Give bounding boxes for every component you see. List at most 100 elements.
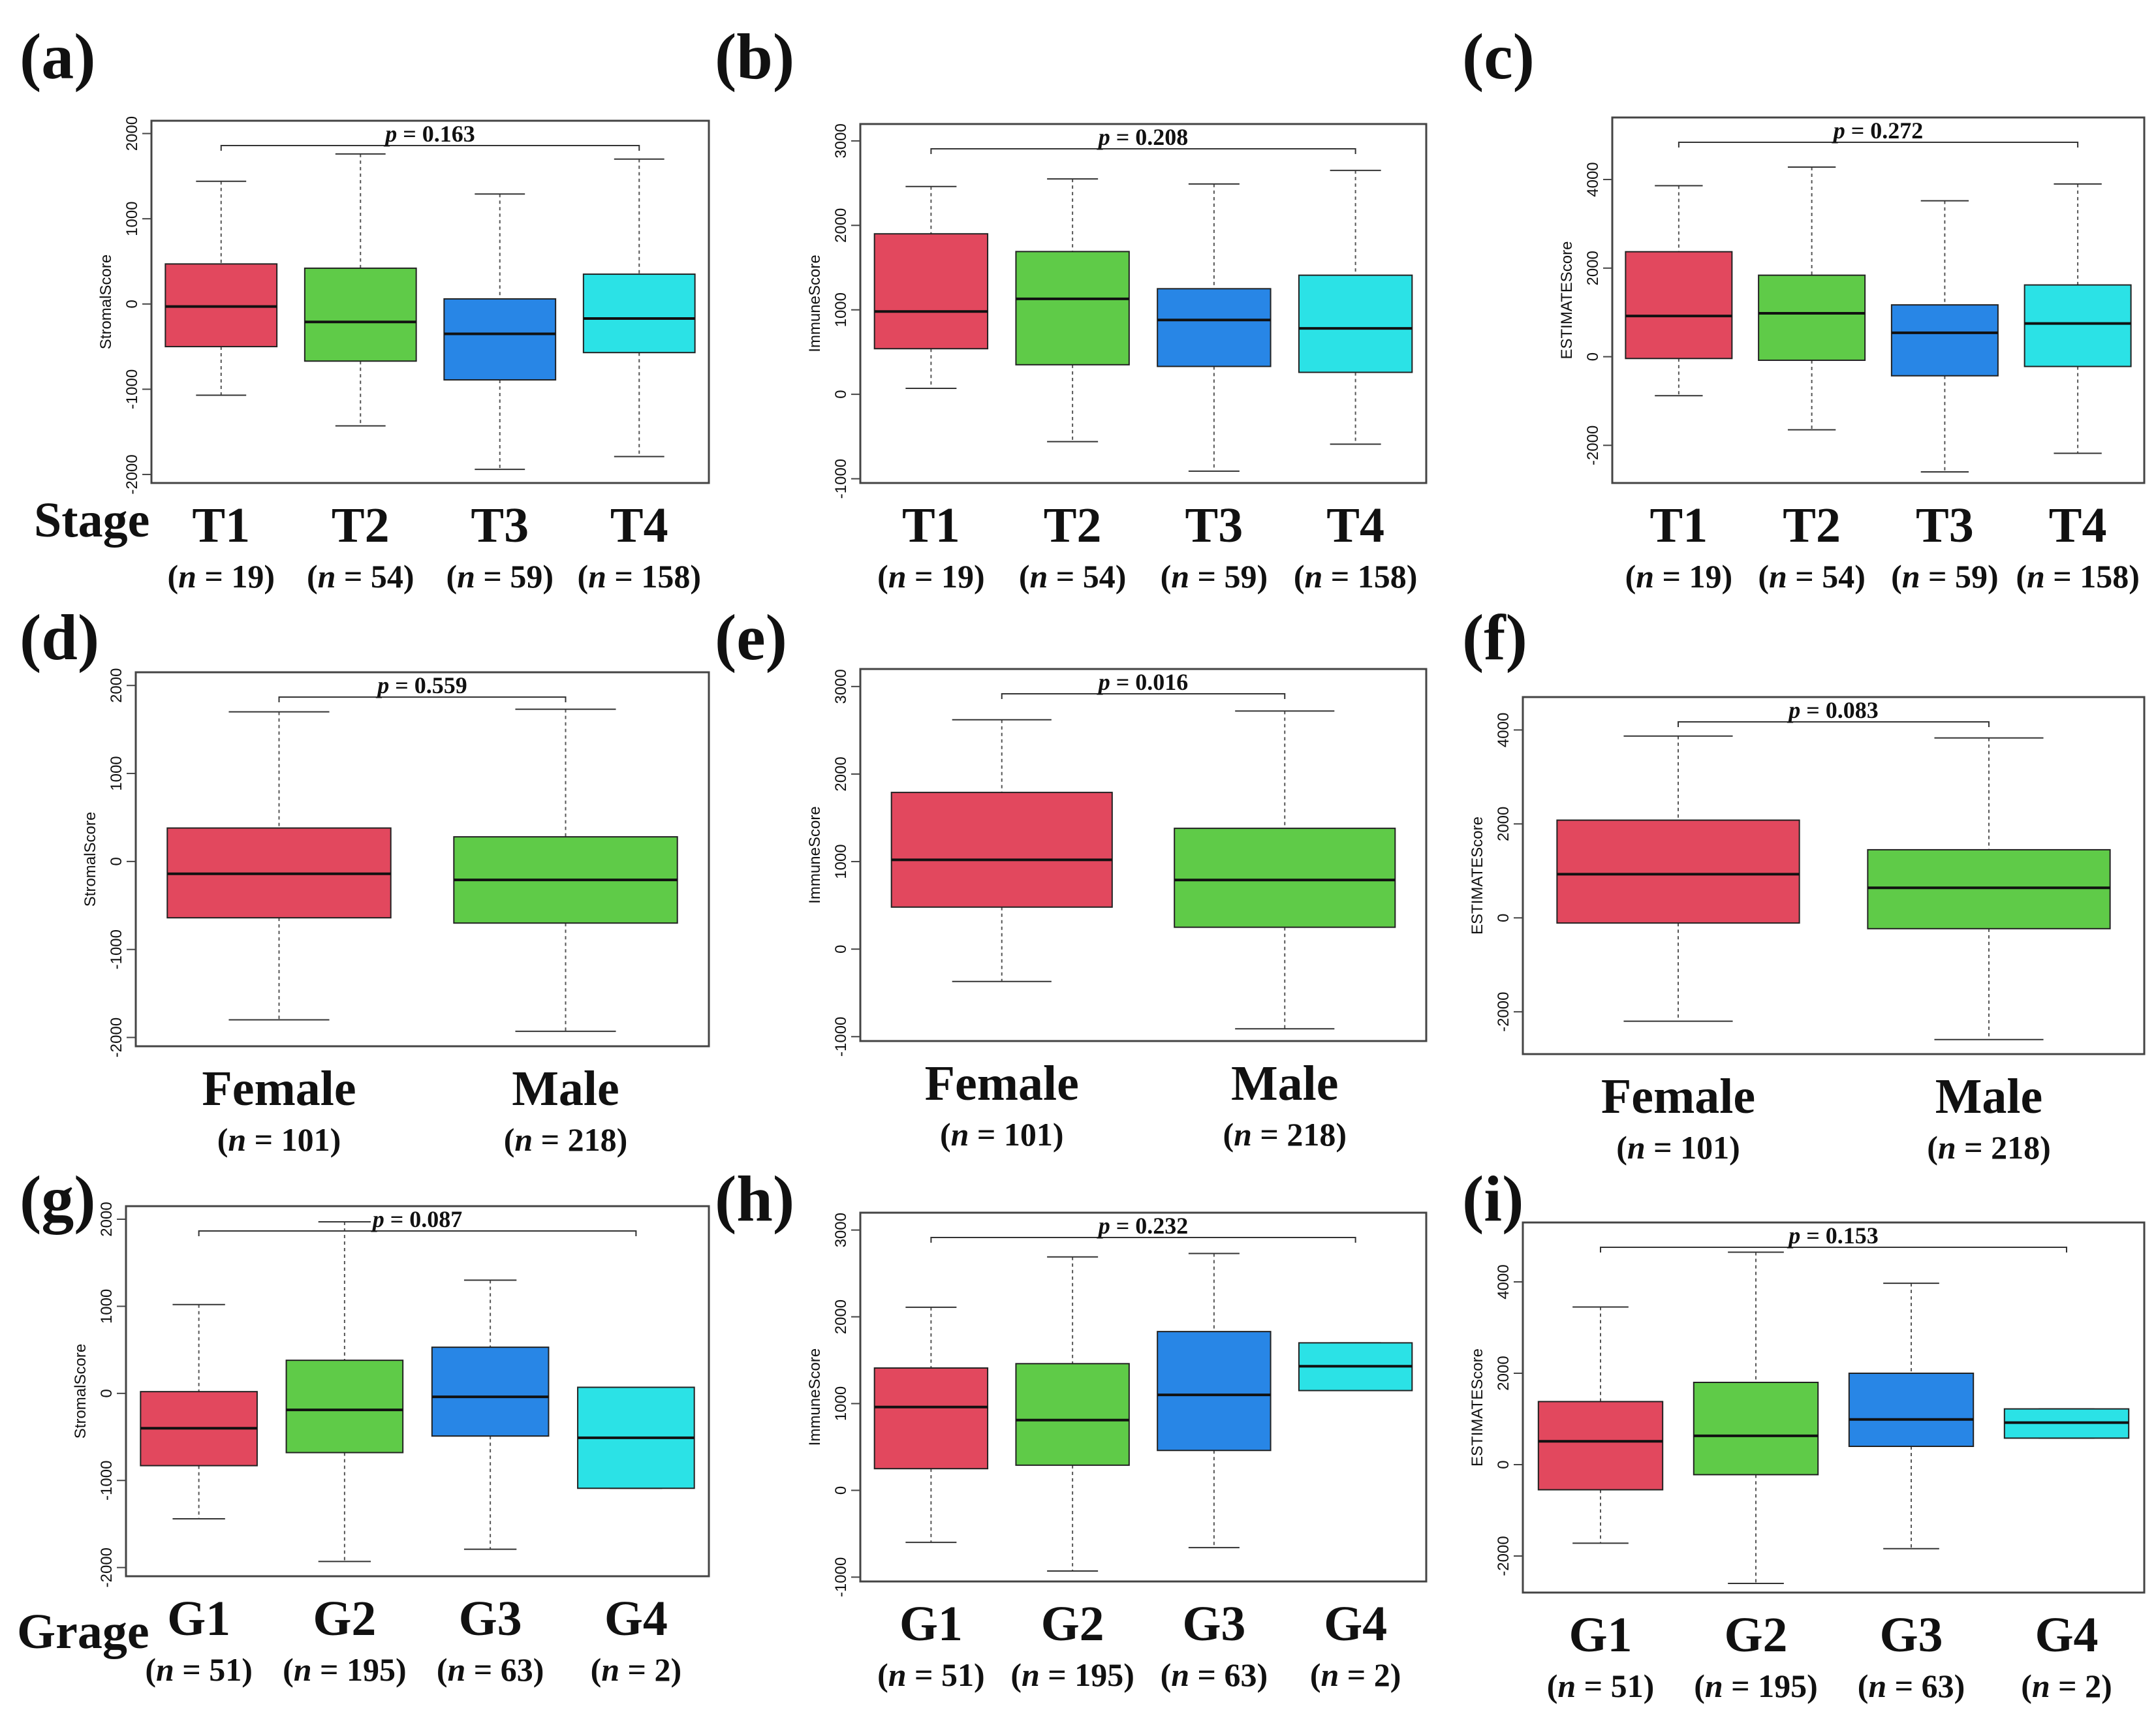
box-body: [1015, 251, 1130, 366]
box-2: [431, 1279, 550, 1550]
p-value-bracket: [1678, 142, 2079, 148]
panel-label: (a): [20, 20, 96, 93]
y-tick-label: 0: [832, 390, 850, 398]
box-0: [1625, 185, 1733, 397]
category-label: G3: [1879, 1608, 1943, 1662]
category-label: T3: [471, 498, 529, 553]
plot-frame: [1522, 696, 2146, 1055]
y-tick-label: -1000: [832, 459, 850, 499]
y-axis-label: StromalScore: [82, 812, 99, 907]
category-label: Male: [1935, 1069, 2043, 1124]
y-tick-label: 0: [832, 1486, 850, 1495]
category-label: T1: [1650, 498, 1708, 553]
panel-2: (c) -2000 0 2000 4000 ESTIMATEScore T1 (n = 19)…: [1462, 20, 2146, 595]
n-label: (n = 63): [1858, 1668, 1965, 1704]
n-label: (n = 19): [167, 558, 275, 595]
box-3: [577, 1386, 695, 1489]
y-tick-label: -1000: [832, 1017, 850, 1057]
category-label: G3: [459, 1591, 522, 1646]
y-tick-label: 0: [98, 1389, 116, 1397]
box-3: [1298, 170, 1413, 445]
box-2: [1890, 200, 1999, 473]
panel-label: (d): [20, 601, 99, 674]
plot-frame: [859, 123, 1428, 484]
box-body: [1693, 1382, 1819, 1476]
row-labels: Stage Grage: [17, 493, 149, 1659]
y-tick-label: 2000: [832, 756, 850, 791]
category-label: G4: [604, 1591, 668, 1646]
n-label: (n = 101): [217, 1121, 341, 1158]
box-body: [1556, 819, 1800, 924]
y-tick-label: 0: [1495, 1460, 1512, 1469]
y-tick-label: 1000: [832, 292, 850, 327]
y-tick-label: 4000: [1495, 713, 1512, 747]
y-tick-label: 2000: [98, 1202, 116, 1236]
category-label: T4: [2049, 498, 2107, 553]
box-body: [443, 298, 557, 381]
panel-3: (d) -2000 -1000 0 1000 2000 StromalScore Female…: [20, 601, 710, 1158]
n-label: (n = 59): [446, 558, 554, 595]
category-label: G1: [167, 1591, 230, 1646]
box-0: [873, 1306, 989, 1544]
p-value-label: p = 0.208: [1097, 124, 1189, 150]
y-tick-label: 4000: [1584, 162, 1602, 196]
y-tick-label: 1000: [123, 201, 141, 236]
category-label: G1: [1569, 1608, 1632, 1662]
box-0: [890, 719, 1113, 982]
category-label: G2: [1724, 1608, 1787, 1662]
y-tick-label: 0: [123, 300, 141, 308]
category-label: T2: [332, 498, 390, 553]
panel-5: (f) -2000 0 2000 4000 ESTIMATEScore Female (n =…: [1462, 601, 2146, 1166]
box-1: [1693, 1251, 1819, 1584]
panel-label: (g): [20, 1162, 96, 1235]
p-value-label: p = 0.559: [375, 672, 467, 698]
y-tick-label: 1000: [832, 844, 850, 879]
row-label-stage: Stage: [34, 493, 149, 548]
p-value-label: p = 0.272: [1832, 117, 1924, 144]
n-label: (n = 195): [283, 1651, 407, 1688]
n-label: (n = 218): [1927, 1129, 2051, 1166]
category-label: T1: [902, 498, 960, 553]
y-tick-label: -1000: [123, 369, 141, 409]
y-tick-label: 1000: [832, 1386, 850, 1421]
panel-0: (a) -2000 -1000 0 1000 2000 StromalScore T1 (n =…: [20, 20, 710, 595]
n-label: (n = 158): [1294, 558, 1418, 595]
n-label: (n = 19): [877, 558, 985, 595]
category-label: Female: [925, 1056, 1079, 1111]
box-3: [1298, 1342, 1413, 1392]
box-2: [1157, 1253, 1272, 1549]
p-value-label: p = 0.163: [383, 121, 475, 147]
n-label: (n = 195): [1010, 1657, 1134, 1693]
p-value-bracket: [1001, 693, 1286, 699]
y-tick-label: 0: [108, 857, 125, 865]
n-label: (n = 54): [1758, 558, 1866, 595]
panel-label: (f): [1462, 601, 1527, 674]
box-0: [166, 711, 392, 1021]
box-1: [1758, 166, 1866, 431]
y-axis-label: ESTIMATEScore: [1558, 241, 1576, 360]
p-value-bracket: [1678, 721, 1990, 727]
panel-label: (b): [715, 20, 794, 93]
box-1: [1867, 737, 2111, 1040]
category-label: Male: [1231, 1056, 1339, 1111]
y-tick-label: -1000: [832, 1557, 850, 1597]
p-value-label: p = 0.153: [1787, 1222, 1879, 1249]
box-body: [873, 1367, 989, 1470]
box-body: [890, 792, 1113, 908]
category-label: T2: [1044, 498, 1102, 553]
panel-label: (i): [1462, 1162, 1523, 1235]
n-label: (n = 51): [877, 1657, 985, 1693]
y-tick-label: -1000: [108, 929, 125, 969]
y-axis-label: ImmuneScore: [806, 1348, 824, 1446]
y-tick-label: 3000: [832, 123, 850, 158]
plot-frame: [125, 1205, 710, 1578]
p-value-label: p = 0.083: [1787, 697, 1879, 723]
n-label: (n = 195): [1694, 1668, 1818, 1704]
box-0: [1556, 735, 1800, 1022]
box-body: [2023, 284, 2132, 367]
y-axis-label: StromalScore: [72, 1344, 89, 1439]
box-body: [1174, 828, 1396, 928]
y-tick-label: 2000: [1584, 251, 1602, 285]
box-3: [2023, 183, 2132, 454]
